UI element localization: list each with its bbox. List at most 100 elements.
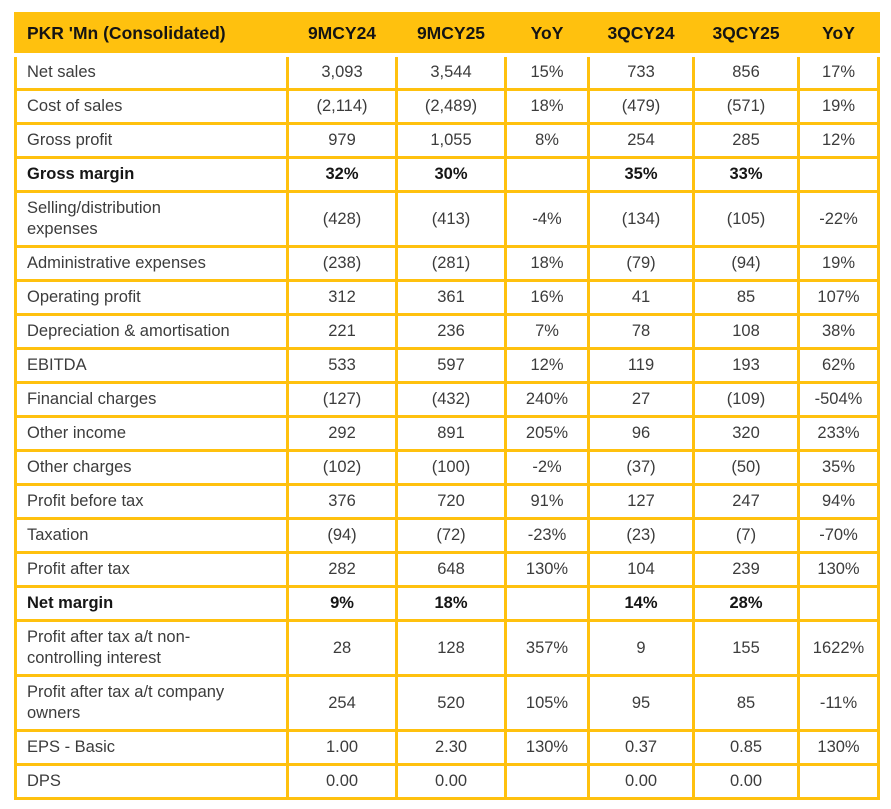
row-label: Depreciation & amortisation — [14, 313, 289, 350]
cell-value: -70% — [797, 517, 880, 554]
row-label: Profit after tax — [14, 551, 289, 588]
cell-value: -23% — [504, 517, 590, 554]
cell-value: 3,093 — [286, 53, 398, 91]
cell-value: 239 — [692, 551, 800, 588]
cell-value: 108 — [692, 313, 800, 350]
cell-value: 0.37 — [587, 729, 695, 766]
table-row: Other income 292 891 205% 96 320 233% — [14, 415, 880, 452]
row-label: Other charges — [14, 449, 289, 486]
cell-value: (127) — [286, 381, 398, 418]
cell-value: 193 — [692, 347, 800, 384]
cell-value: 15% — [504, 53, 590, 91]
row-label: Operating profit — [14, 279, 289, 316]
cell-value: 19% — [797, 245, 880, 282]
cell-value: (23) — [587, 517, 695, 554]
row-label: Other income — [14, 415, 289, 452]
table-row: Taxation (94) (72) -23% (23) (7) -70% — [14, 517, 880, 554]
cell-value: (100) — [395, 449, 507, 486]
cell-value: (7) — [692, 517, 800, 554]
cell-value: (94) — [286, 517, 398, 554]
cell-value: -22% — [797, 190, 880, 248]
cell-value: 96 — [587, 415, 695, 452]
cell-value: 1622% — [797, 619, 880, 677]
cell-value: (102) — [286, 449, 398, 486]
column-header: 9MCY24 — [286, 12, 398, 57]
column-header: 3QCY25 — [692, 12, 800, 57]
row-label: Financial charges — [14, 381, 289, 418]
cell-value: 205% — [504, 415, 590, 452]
cell-value: (281) — [395, 245, 507, 282]
cell-value: (413) — [395, 190, 507, 248]
cell-value: (50) — [692, 449, 800, 486]
cell-value — [797, 763, 880, 800]
cell-value: 18% — [395, 585, 507, 622]
cell-value: 733 — [587, 53, 695, 91]
cell-value: 130% — [797, 551, 880, 588]
cell-value: 78 — [587, 313, 695, 350]
cell-value: (72) — [395, 517, 507, 554]
row-label: EBITDA — [14, 347, 289, 384]
row-label: Profit before tax — [14, 483, 289, 520]
cell-value: 94% — [797, 483, 880, 520]
cell-value: (571) — [692, 88, 800, 125]
cell-value: 19% — [797, 88, 880, 125]
cell-value: 597 — [395, 347, 507, 384]
cell-value: 18% — [504, 88, 590, 125]
row-label: Profit after tax a/t non-controlling int… — [14, 619, 289, 677]
cell-value: 533 — [286, 347, 398, 384]
row-label: Cost of sales — [14, 88, 289, 125]
financial-results-table: PKR 'Mn (Consolidated) 9MCY24 9MCY25 YoY 3QC… — [14, 12, 880, 800]
table-row: Profit after tax 282 648 130% 104 239 130% — [14, 551, 880, 588]
cell-value — [504, 156, 590, 193]
cell-value: (134) — [587, 190, 695, 248]
cell-value: 33% — [692, 156, 800, 193]
cell-value: (2,114) — [286, 88, 398, 125]
cell-value: 107% — [797, 279, 880, 316]
table-title-header: PKR 'Mn (Consolidated) — [14, 12, 289, 57]
cell-value: 41 — [587, 279, 695, 316]
cell-value: 119 — [587, 347, 695, 384]
cell-value: 292 — [286, 415, 398, 452]
cell-value: 720 — [395, 483, 507, 520]
cell-value: 2.30 — [395, 729, 507, 766]
cell-value: 12% — [504, 347, 590, 384]
cell-value: 17% — [797, 53, 880, 91]
table-row: Gross profit 979 1,055 8% 254 285 12% — [14, 122, 880, 159]
cell-value: 236 — [395, 313, 507, 350]
cell-value: 233% — [797, 415, 880, 452]
cell-value: 9 — [587, 619, 695, 677]
table-row: Depreciation & amortisation 221 236 7% 78 108… — [14, 313, 880, 350]
cell-value: 85 — [692, 279, 800, 316]
cell-value: 28 — [286, 619, 398, 677]
cell-value: 8% — [504, 122, 590, 159]
cell-value: 18% — [504, 245, 590, 282]
cell-value: -4% — [504, 190, 590, 248]
row-label: Administrative expenses — [14, 245, 289, 282]
cell-value: 127 — [587, 483, 695, 520]
cell-value: 221 — [286, 313, 398, 350]
row-label: EPS - Basic — [14, 729, 289, 766]
cell-value: 155 — [692, 619, 800, 677]
header-row: PKR 'Mn (Consolidated) 9MCY24 9MCY25 YoY 3QC… — [14, 12, 880, 57]
cell-value: (432) — [395, 381, 507, 418]
cell-value: 357% — [504, 619, 590, 677]
cell-value: (2,489) — [395, 88, 507, 125]
column-header: YoY — [504, 12, 590, 57]
table-row: Cost of sales (2,114) (2,489) 18% (479) (571)… — [14, 88, 880, 125]
column-header: 3QCY24 — [587, 12, 695, 57]
cell-value: 282 — [286, 551, 398, 588]
cell-value: 14% — [587, 585, 695, 622]
table-row: Other charges (102) (100) -2% (37) (50) 35% — [14, 449, 880, 486]
cell-value: -504% — [797, 381, 880, 418]
table-row: Operating profit 312 361 16% 41 85 107% — [14, 279, 880, 316]
cell-value: (479) — [587, 88, 695, 125]
column-header: YoY — [797, 12, 880, 57]
cell-value: 376 — [286, 483, 398, 520]
table-body: Net sales 3,093 3,544 15% 733 856 17% Cost of s… — [14, 53, 880, 800]
cell-value — [797, 156, 880, 193]
cell-value: 0.00 — [395, 763, 507, 800]
cell-value: 91% — [504, 483, 590, 520]
table-row: Net sales 3,093 3,544 15% 733 856 17% — [14, 53, 880, 91]
column-header: 9MCY25 — [395, 12, 507, 57]
cell-value: 9% — [286, 585, 398, 622]
